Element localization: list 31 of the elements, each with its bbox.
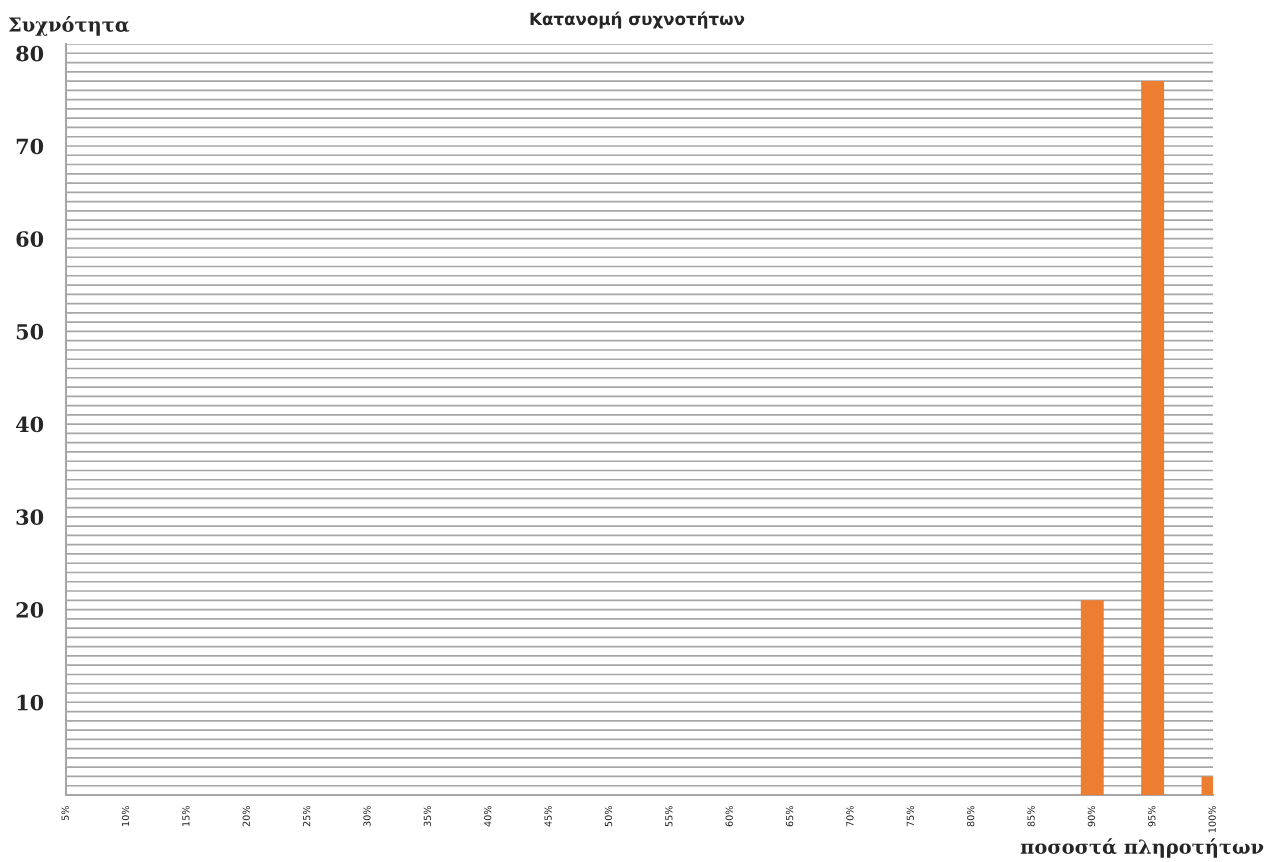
x-tick-label: 70% [846, 805, 854, 827]
x-tick-label: 75% [906, 805, 914, 827]
x-tick-label: 40% [484, 805, 492, 827]
x-tick-label: 65% [785, 805, 794, 827]
x-tick-label: 5% [61, 805, 69, 821]
x-tick-label: 25% [302, 805, 311, 827]
x-axis-title: ποσοστά πληροτήτων [1020, 838, 1264, 858]
x-tick-label: 50% [604, 805, 613, 827]
x-tick-label: 60% [725, 805, 733, 827]
x-tick-label: 35% [423, 805, 432, 827]
y-tick-label: 50 [16, 323, 44, 340]
x-tick-label: 80% [966, 805, 975, 827]
y-tick-label: 60 [16, 231, 44, 247]
x-tick-label: 10% [121, 805, 130, 826]
x-tick-label: 55% [665, 805, 673, 827]
x-tick-label: 90% [1087, 805, 1096, 827]
y-tick-label: 40 [15, 416, 44, 433]
y-tick-label: 80 [16, 45, 44, 62]
x-tick-label: 85% [1027, 805, 1035, 827]
y-tick-label: 70 [16, 138, 44, 155]
x-tick-label: 100% [1208, 805, 1216, 833]
chart-title: Κατανομή συχνοτήτων [530, 11, 745, 29]
x-tick-label: 20% [242, 805, 250, 827]
x-tick-label: 15% [182, 805, 190, 826]
y-tick-label: 30 [16, 509, 44, 526]
y-tick-label: 10 [17, 694, 44, 711]
x-tick-label: 95% [1148, 805, 1156, 827]
y-axis-title: Συχνότητα [8, 16, 130, 36]
x-tick-label: 30% [363, 805, 371, 827]
x-tick-label: 45% [544, 805, 552, 827]
y-tick-label: 20 [16, 602, 44, 618]
